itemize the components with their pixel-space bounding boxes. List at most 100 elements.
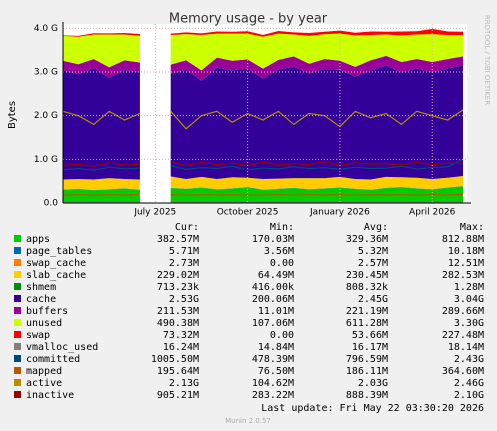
legend-stat: 16.17M bbox=[352, 342, 388, 353]
legend-stat: 104.62M bbox=[252, 378, 294, 389]
legend-stat: 808.32k bbox=[346, 282, 388, 293]
legend-stat: 1.28M bbox=[454, 282, 484, 293]
legend-stat: 10.18M bbox=[448, 246, 484, 257]
legend-label: active bbox=[26, 378, 62, 389]
x-tick-label: July 2025 bbox=[133, 208, 176, 218]
legend-stat: 713.23k bbox=[157, 282, 199, 293]
legend-swatch bbox=[14, 259, 21, 266]
legend-stat: 186.11M bbox=[346, 366, 388, 377]
legend-stat: 2.03G bbox=[358, 378, 388, 389]
legend-stat: 3.56M bbox=[264, 246, 294, 257]
x-tick-label: October 2025 bbox=[217, 208, 279, 218]
column-header: Avg: bbox=[364, 222, 388, 233]
line bbox=[62, 193, 464, 196]
column-header: Min: bbox=[270, 222, 294, 233]
legend-stat: 12.51M bbox=[448, 258, 484, 269]
legend-stat: 289.66M bbox=[442, 306, 484, 317]
legend-label: page_tables bbox=[26, 246, 92, 257]
area bbox=[63, 65, 463, 180]
legend-stat: 283.22M bbox=[252, 390, 294, 401]
legend-label: buffers bbox=[26, 306, 68, 317]
x-tick-label: April 2026 bbox=[409, 208, 456, 218]
legend-stat: 14.84M bbox=[258, 342, 294, 353]
legend-stat: 221.19M bbox=[346, 306, 388, 317]
legend-stat: 3.30G bbox=[454, 318, 484, 329]
legend-stat: 812.88M bbox=[442, 234, 484, 245]
footer: Munin 2.0.57 bbox=[225, 417, 271, 425]
legend-stat: 170.03M bbox=[252, 234, 294, 245]
legend-stat: 2.53G bbox=[169, 294, 199, 305]
legend-stat: 478.39M bbox=[252, 354, 294, 365]
legend-stat: 416.00k bbox=[252, 282, 294, 293]
legend-stat: 73.32M bbox=[163, 330, 199, 341]
legend-label: vmalloc_used bbox=[26, 342, 98, 353]
legend-label: cache bbox=[26, 294, 56, 305]
legend-swatch bbox=[14, 283, 21, 290]
y-tick-label: 1.0 G bbox=[34, 155, 58, 165]
legend-label: inactive bbox=[26, 390, 74, 401]
legend-label: shmem bbox=[26, 282, 56, 293]
y-axis-label: Bytes bbox=[7, 101, 18, 129]
legend-stat: 107.06M bbox=[252, 318, 294, 329]
legend-stat: 796.59M bbox=[346, 354, 388, 365]
legend-stat: 16.24M bbox=[163, 342, 199, 353]
legend-stat: 200.06M bbox=[252, 294, 294, 305]
legend-stat: 0.00 bbox=[270, 258, 294, 269]
legend-swatch bbox=[14, 355, 21, 362]
legend-swatch bbox=[14, 331, 21, 338]
legend-label: mapped bbox=[26, 366, 62, 377]
legend-stat: 329.36M bbox=[346, 234, 388, 245]
legend-stat: 229.02M bbox=[157, 270, 199, 281]
legend-swatch bbox=[14, 307, 21, 314]
line bbox=[62, 160, 464, 167]
legend-stat: 2.45G bbox=[358, 294, 388, 305]
legend-label: slab_cache bbox=[26, 270, 86, 281]
legend-stat: 230.45M bbox=[346, 270, 388, 281]
chart-title: Memory usage - by year bbox=[169, 12, 328, 27]
legend-stat: 282.53M bbox=[442, 270, 484, 281]
area bbox=[63, 28, 463, 37]
legend-label: apps bbox=[26, 234, 50, 245]
legend-stat: 53.66M bbox=[352, 330, 388, 341]
legend-stat: 76.50M bbox=[258, 366, 294, 377]
legend-swatch bbox=[14, 379, 21, 386]
legend-stat: 227.48M bbox=[442, 330, 484, 341]
legend-stat: 2.13G bbox=[169, 378, 199, 389]
area bbox=[63, 186, 463, 191]
legend-label: unused bbox=[26, 318, 62, 329]
legend-swatch bbox=[14, 235, 21, 242]
area bbox=[63, 55, 463, 81]
legend-stat: 2.43G bbox=[454, 354, 484, 365]
y-tick-label: 3.0 G bbox=[34, 68, 58, 78]
legend-stat: 490.38M bbox=[157, 318, 199, 329]
legend-label: committed bbox=[26, 354, 80, 365]
legend-stat: 5.32M bbox=[358, 246, 388, 257]
legend-swatch bbox=[14, 343, 21, 350]
legend-stat: 195.64M bbox=[157, 366, 199, 377]
side-note: RRDTOOL / TOBI OETIKER bbox=[483, 15, 491, 105]
y-tick-label: 2.0 G bbox=[34, 111, 58, 121]
legend-swatch bbox=[14, 271, 21, 278]
legend-stat: 64.49M bbox=[258, 270, 294, 281]
legend-stat: 2.46G bbox=[454, 378, 484, 389]
column-header: Max: bbox=[460, 222, 484, 233]
legend-label: swap_cache bbox=[26, 258, 86, 269]
legend-stat: 5.71M bbox=[169, 246, 199, 257]
legend-swatch bbox=[14, 319, 21, 326]
line bbox=[62, 109, 464, 130]
legend-stat: 3.04G bbox=[454, 294, 484, 305]
legend-stat: 888.39M bbox=[346, 390, 388, 401]
legend-stat: 364.60M bbox=[442, 366, 484, 377]
y-tick-label: 0.0 bbox=[44, 199, 59, 209]
legend-stat: 382.57M bbox=[157, 234, 199, 245]
legend-stat: 1005.50M bbox=[151, 354, 199, 365]
y-tick-label: 4.0 G bbox=[34, 24, 58, 34]
legend-stat: 2.10G bbox=[454, 390, 484, 401]
line bbox=[62, 158, 464, 171]
legend-label: swap bbox=[26, 330, 50, 341]
plot bbox=[62, 28, 464, 203]
legend-stat: 611.28M bbox=[346, 318, 388, 329]
legend-stat: 0.00 bbox=[270, 330, 294, 341]
legend-stat: 11.01M bbox=[258, 306, 294, 317]
